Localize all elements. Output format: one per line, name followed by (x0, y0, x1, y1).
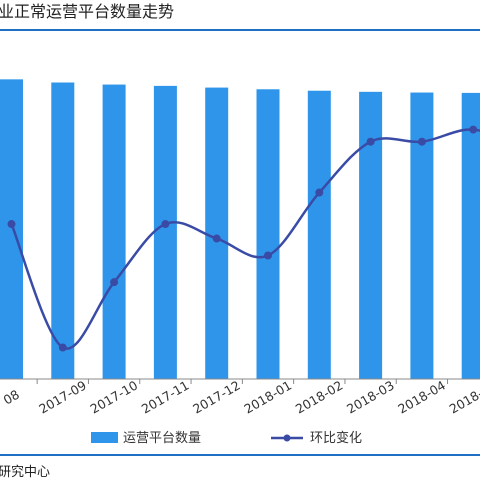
x-tick-label: 08 (1, 387, 22, 408)
line-point-2017-08 (7, 220, 16, 229)
x-tick-label: 2018-01 (241, 378, 294, 417)
legend-marker-line (283, 434, 291, 442)
bar-2017-10 (102, 84, 126, 379)
x-tick-label: 2017-10 (87, 378, 140, 417)
line-point-2018-03 (366, 137, 375, 146)
line-point-2018-02 (315, 188, 324, 197)
line-series (7, 125, 480, 352)
line-point-2017-11 (161, 220, 170, 229)
x-tick-label: 2018-05 (447, 378, 480, 417)
line-point-2017-10 (110, 278, 119, 287)
line-point-2018-05 (469, 125, 478, 134)
line-point-2018-04 (417, 137, 426, 146)
bar-2018-02 (307, 90, 331, 379)
legend-swatch-bar (91, 432, 118, 443)
top-divider (0, 29, 480, 31)
x-tick-label: 2017-12 (190, 378, 243, 417)
line-point-2018-01 (264, 251, 272, 260)
bar-2018-04 (410, 92, 434, 380)
bar-2017-09 (51, 82, 75, 380)
line-point-2017-09 (58, 343, 67, 352)
bottom-divider (0, 454, 480, 456)
line-point-2017-12 (212, 234, 221, 243)
legend: 运营平台数量 环比变化 (91, 430, 362, 446)
combo-chart: 08 2017-092017-102017-112017-122018-01201… (0, 79, 480, 446)
x-tick-label: 2018-02 (293, 378, 346, 417)
chart-title: 业正常运营平台数量走势 (0, 2, 175, 21)
x-axis-ticks: 08 2017-092017-102017-112017-122018-01201… (1, 378, 480, 417)
line-path (10, 128, 480, 350)
x-tick-label: 2017-09 (36, 378, 89, 417)
bar-2018-01 (256, 89, 280, 380)
x-tick-label: 2018-03 (344, 378, 397, 417)
x-tick-label: 2018-04 (395, 378, 448, 417)
bar-2017-08 (0, 79, 23, 380)
bar-2018-05 (461, 92, 480, 380)
bar-2017-11 (153, 85, 177, 379)
bar-series (0, 79, 480, 380)
bar-2017-12 (205, 87, 229, 380)
x-tick-label: 2017-11 (139, 378, 192, 417)
source-note: 研究中心 (0, 465, 51, 480)
bar-2018-03 (359, 91, 383, 379)
legend-label-line: 环比变化 (310, 430, 362, 446)
legend-label-bar: 运营平台数量 (123, 431, 201, 446)
